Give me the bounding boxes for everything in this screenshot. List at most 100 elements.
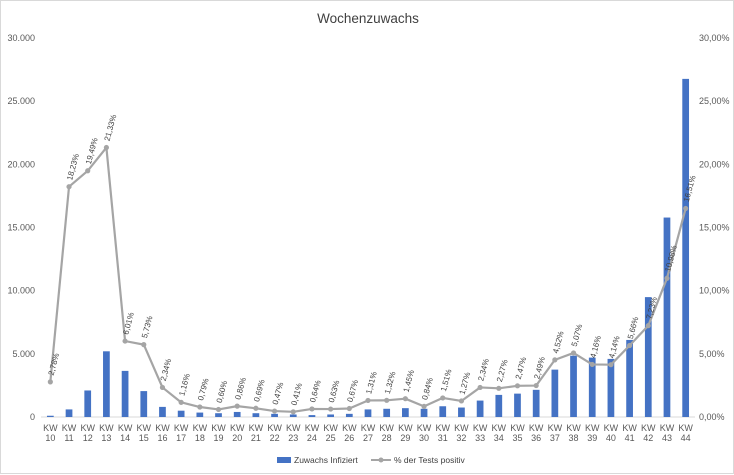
bar — [420, 408, 428, 417]
bar — [476, 400, 484, 417]
x-tick-label: KW 14 — [118, 423, 133, 443]
x-tick-label: KW 41 — [622, 423, 637, 443]
x-tick-label: KW 28 — [379, 423, 394, 443]
bar — [402, 408, 409, 417]
line-data-label: 1,32% — [383, 371, 398, 395]
bar — [345, 413, 353, 417]
line-point — [159, 384, 166, 391]
bar — [177, 410, 185, 417]
line-data-label: 0,67% — [346, 379, 361, 403]
bar — [682, 78, 690, 417]
line-data-label: 0,86% — [233, 376, 248, 400]
line-data-label: 4,52% — [551, 330, 566, 354]
bar — [121, 370, 129, 417]
x-tick-label: KW 18 — [193, 423, 208, 443]
x-tick-label: KW 30 — [417, 423, 432, 443]
line-point — [589, 361, 595, 368]
line-data-label: 21,33% — [103, 114, 119, 143]
x-tick-label: KW 35 — [510, 423, 525, 443]
line-point — [533, 382, 539, 389]
line-data-label: 1,51% — [439, 368, 454, 392]
line-data-label: 5,07% — [570, 323, 585, 347]
line-point — [384, 397, 390, 403]
line-point — [178, 399, 184, 405]
bar — [196, 412, 204, 417]
line-point — [458, 398, 465, 404]
line-point — [552, 357, 558, 363]
line-data-label: 0,63% — [327, 379, 342, 403]
line-point — [664, 275, 670, 281]
x-tick-label: KW 39 — [585, 423, 600, 443]
line-data-label: 2,78% — [47, 352, 62, 376]
line-point — [570, 350, 577, 356]
x-tick-label: KW 43 — [660, 423, 675, 443]
x-tick-label: KW 16 — [155, 423, 170, 443]
x-tick-label: KW 36 — [529, 423, 544, 443]
line-point — [122, 338, 128, 344]
x-tick-label: KW 22 — [267, 423, 282, 443]
bar — [626, 339, 633, 417]
bar-series: 829.48915.78826.764 — [46, 78, 690, 417]
line-data-label: 5,73% — [140, 315, 155, 339]
legend: Zuwachs Infiziert % der Tests positiv — [277, 455, 465, 465]
line-data-label: 1,31% — [364, 371, 379, 395]
line-data-label: 0,84% — [420, 377, 435, 401]
bar — [439, 406, 447, 417]
line-data-label: 4,16% — [588, 335, 603, 359]
bar — [644, 297, 652, 417]
bar — [551, 369, 559, 417]
right-tick-label: 0,00% — [699, 412, 725, 422]
bar — [532, 389, 540, 417]
bar — [84, 390, 92, 417]
line-point — [440, 395, 446, 401]
bar — [458, 407, 465, 417]
bar — [65, 409, 73, 417]
line-point — [514, 383, 521, 389]
x-tick-label: KW 29 — [398, 423, 413, 443]
line-point — [645, 323, 651, 329]
line-point — [477, 384, 483, 391]
line-data-label: 2,27% — [495, 359, 510, 383]
x-tick-label: KW 38 — [566, 423, 581, 443]
x-tick-label: KW 25 — [323, 423, 338, 443]
line-point — [683, 205, 689, 212]
line-point — [215, 406, 222, 413]
line-point — [47, 379, 53, 385]
x-tick-label: KW 37 — [548, 423, 563, 443]
line-point — [421, 403, 427, 409]
line-point — [253, 405, 259, 411]
line-point — [627, 342, 633, 349]
line-data-label: 2,49% — [532, 356, 547, 380]
x-tick-label: KW 19 — [211, 423, 226, 443]
bar — [607, 358, 615, 417]
bar — [383, 408, 391, 417]
right-tick-label: 20,00% — [699, 159, 730, 169]
bar — [103, 351, 110, 417]
line-point — [85, 168, 91, 174]
x-tick-label: KW 10 — [43, 423, 58, 443]
legend-label-bars: Zuwachs Infiziert — [294, 455, 358, 465]
bar — [233, 411, 241, 417]
line-data-label: 1,16% — [177, 373, 192, 397]
x-tick-label: KW 32 — [454, 423, 469, 443]
bar — [215, 413, 222, 417]
right-tick-label: 10,00% — [699, 286, 730, 296]
x-tick-label: KW 44 — [678, 423, 693, 443]
right-tick-label: 15,00% — [699, 223, 730, 233]
line-point — [328, 406, 334, 412]
line-point — [402, 396, 408, 402]
legend-swatch-marker — [378, 457, 384, 463]
x-tick-label: KW 33 — [473, 423, 488, 443]
x-tick-label: KW 24 — [305, 423, 320, 443]
bar — [252, 413, 260, 417]
left-tick-label: 0 — [30, 412, 35, 422]
line-point — [608, 362, 614, 368]
line-data-label: 18,23% — [65, 153, 81, 182]
x-tick-label: KW 23 — [286, 423, 301, 443]
bar — [289, 414, 297, 417]
left-axis-ticks: 0 5.000 10.000 15.000 20.000 25.000 30.000 — [7, 33, 35, 422]
line-point — [309, 406, 315, 412]
bar — [663, 217, 671, 417]
line-data-label: 1,45% — [402, 369, 417, 393]
